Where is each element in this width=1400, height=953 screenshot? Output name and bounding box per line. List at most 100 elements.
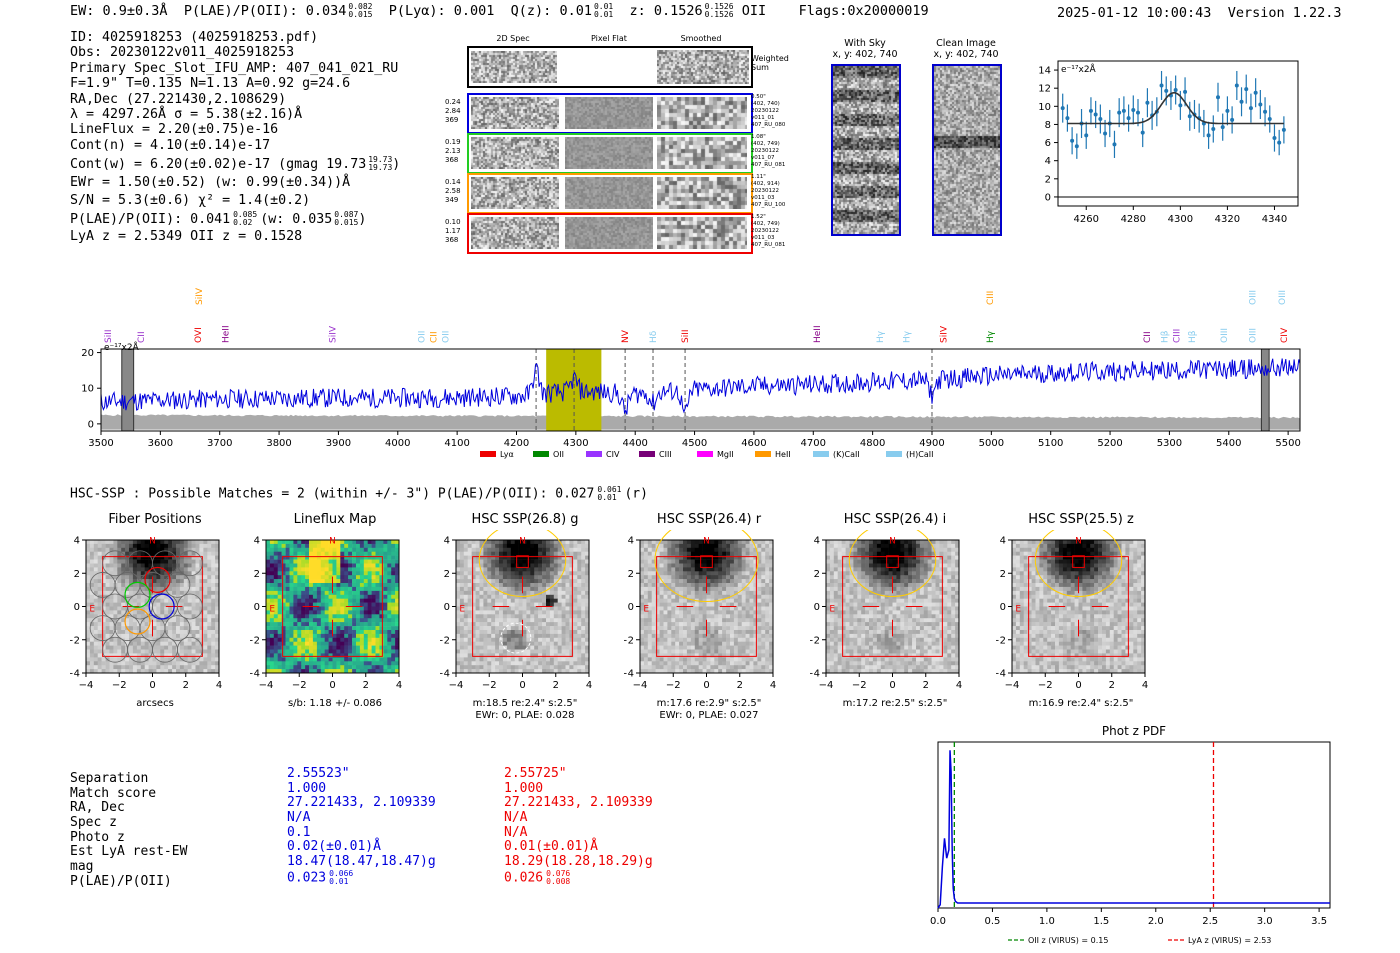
pixel <box>679 626 684 631</box>
pixel <box>352 637 357 643</box>
pixel <box>144 641 149 646</box>
pixel <box>722 618 727 623</box>
pixel <box>749 641 754 646</box>
pixel <box>690 598 696 603</box>
pixel <box>456 669 461 674</box>
pixel <box>132 559 138 564</box>
pixel <box>391 586 396 592</box>
pixel <box>336 606 341 611</box>
pixel <box>203 555 208 560</box>
pixel <box>538 637 543 643</box>
fit-data-point <box>1244 87 1249 92</box>
fit-data-point <box>1178 103 1183 108</box>
pixel <box>183 649 189 654</box>
pixel <box>211 598 216 603</box>
pixel <box>312 626 318 631</box>
pixel <box>694 645 700 650</box>
pixel <box>487 598 492 603</box>
pixel <box>686 590 692 596</box>
pixel <box>640 583 645 588</box>
pixel <box>518 610 523 615</box>
pixel <box>679 563 684 568</box>
pixel <box>187 571 192 576</box>
pixel <box>199 563 204 568</box>
pixel <box>557 602 562 607</box>
pixel <box>109 602 114 607</box>
pixel <box>471 543 476 549</box>
pixel <box>281 583 286 588</box>
pixel <box>101 665 106 670</box>
pixel <box>730 571 735 576</box>
pixel <box>199 657 204 662</box>
pixel <box>491 594 496 600</box>
pixel <box>702 610 707 615</box>
pixel <box>502 622 508 627</box>
pixel <box>557 598 562 603</box>
pixel <box>663 610 668 615</box>
pixel <box>573 645 578 650</box>
pixel <box>530 590 535 596</box>
pixel <box>160 645 165 650</box>
pixel <box>765 551 770 556</box>
pixel <box>518 547 523 553</box>
pixel <box>144 559 149 564</box>
pixel <box>530 633 535 639</box>
pixel <box>726 637 731 643</box>
pixel <box>679 610 684 615</box>
pixel <box>176 590 181 596</box>
fiber-2d-spec <box>471 217 559 249</box>
pixel <box>109 622 114 627</box>
pixel <box>356 563 361 568</box>
pixel <box>491 653 496 658</box>
pixel <box>89 540 95 545</box>
pixel <box>553 583 559 588</box>
pixel <box>538 614 543 619</box>
pixel <box>97 590 102 596</box>
pixel <box>293 661 298 666</box>
pixel <box>183 657 189 662</box>
pixel <box>683 594 688 600</box>
pixel <box>109 633 114 639</box>
fit-data-point <box>1131 107 1136 112</box>
pixel <box>89 583 95 588</box>
pixel <box>655 657 660 662</box>
pixel <box>479 567 484 572</box>
pixel <box>538 571 543 576</box>
pixel <box>730 563 735 568</box>
pixel <box>710 586 715 592</box>
pixel <box>117 543 122 549</box>
pixel <box>659 590 664 596</box>
pixel <box>640 606 645 611</box>
pixel <box>363 586 369 592</box>
pixel <box>561 575 566 580</box>
pixel <box>320 637 326 643</box>
pixel <box>203 665 208 670</box>
pixel <box>121 626 126 631</box>
pixel <box>651 618 656 623</box>
pixel <box>706 551 711 556</box>
pixel <box>706 575 711 580</box>
pixel <box>179 590 185 596</box>
pixel <box>733 637 739 643</box>
pixel <box>89 586 95 592</box>
pixel <box>479 579 484 584</box>
pixel <box>495 633 500 639</box>
pixel <box>549 594 555 600</box>
pixel <box>495 590 500 596</box>
pixel <box>561 551 566 556</box>
pixel <box>269 567 275 572</box>
pixel <box>483 614 488 619</box>
noise-texture <box>657 217 747 249</box>
pixel <box>109 641 114 646</box>
pixel <box>363 602 369 607</box>
pixel <box>456 575 461 580</box>
pixel <box>387 633 392 639</box>
pixel <box>152 567 157 572</box>
pixel <box>391 637 396 643</box>
pixel <box>140 571 146 576</box>
pixel <box>285 669 290 674</box>
pixel <box>297 626 302 631</box>
pixel <box>459 618 465 623</box>
pixel <box>534 540 539 545</box>
pixel <box>160 630 165 635</box>
